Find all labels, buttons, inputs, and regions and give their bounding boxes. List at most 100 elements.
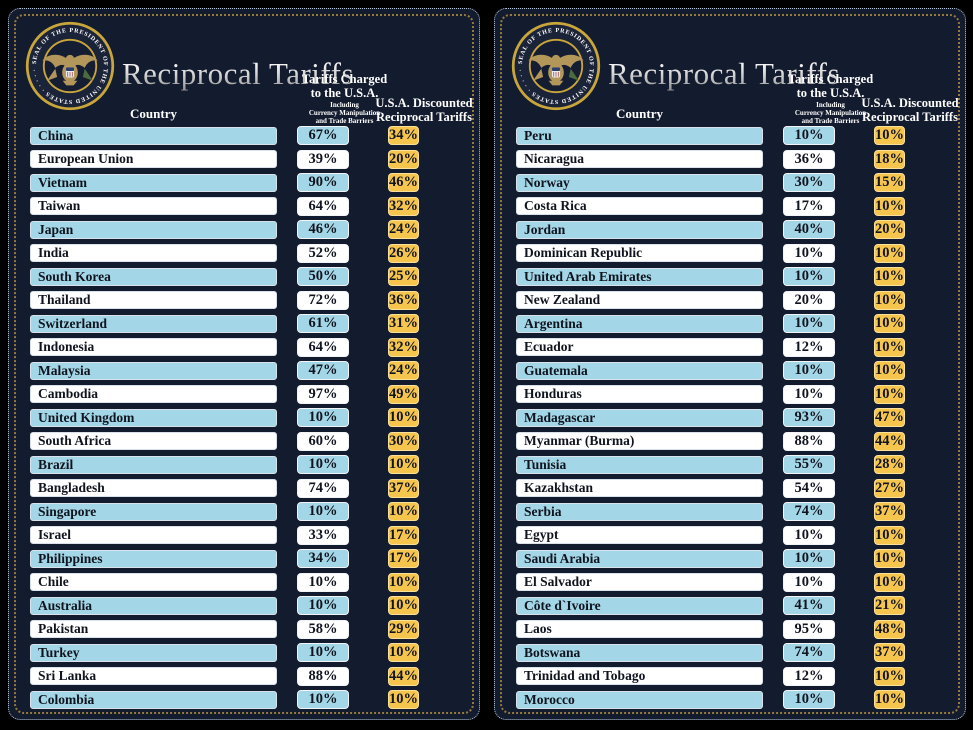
charged-header-line1: Tariffs Charged <box>301 72 388 86</box>
tariff-charged-cell: 40% <box>783 220 835 239</box>
tariff-discounted-cell: 10% <box>874 666 905 686</box>
tariff-discounted-cell: 18% <box>874 149 905 169</box>
table-row: Malaysia 47% 24% <box>30 361 480 380</box>
charged-sub-line2: Currency Manipulation <box>308 109 381 118</box>
tariff-charged-cell: 39% <box>297 149 349 169</box>
charged-sub-line1: Including <box>330 101 359 109</box>
tariff-charged-cell: 10% <box>783 126 835 145</box>
table-row: European Union 39% 20% <box>30 149 480 169</box>
table-row: Peru 10% 10% <box>516 126 966 145</box>
tariff-discounted-cell: 29% <box>388 619 419 639</box>
charged-sub-line2: Currency Manipulation <box>794 109 867 118</box>
table-row: Thailand 72% 36% <box>30 290 480 310</box>
tariff-charged-cell: 10% <box>297 572 349 592</box>
country-cell: Switzerland <box>30 314 277 333</box>
charged-header-line2: to the U.S.A. <box>796 86 865 100</box>
charged-sub-line1: Including <box>816 101 845 109</box>
tariff-charged-cell: 12% <box>783 666 835 686</box>
country-cell: Thailand <box>30 291 277 309</box>
table-row: Tunisia 55% 28% <box>516 455 966 474</box>
country-cell: Costa Rica <box>516 197 763 215</box>
table-row: United Arab Emirates 10% 10% <box>516 267 966 286</box>
discounted-header-line2: Reciprocal Tariffs <box>376 110 472 124</box>
tariff-discounted-cell: 10% <box>388 690 419 709</box>
country-cell: El Salvador <box>516 573 763 591</box>
tariff-charged-cell: 10% <box>297 502 349 521</box>
country-cell: Pakistan <box>30 620 277 638</box>
table-row: Saudi Arabia 10% 10% <box>516 549 966 568</box>
tariff-discounted-cell: 10% <box>388 643 419 662</box>
country-cell: Honduras <box>516 385 763 403</box>
table-row: Ecuador 12% 10% <box>516 337 966 357</box>
table-row: Cambodia 97% 49% <box>30 384 480 404</box>
table-row: Egypt 10% 10% <box>516 525 966 545</box>
tariff-charged-cell: 10% <box>783 243 835 263</box>
tariff-charged-cell: 93% <box>783 408 835 427</box>
country-cell: New Zealand <box>516 291 763 309</box>
tariff-table-right: Peru 10% 10% Nicaragua 36% 18% Norway 30… <box>494 124 966 709</box>
tariff-discounted-cell: 28% <box>874 455 905 474</box>
tariff-discounted-cell: 48% <box>874 619 905 639</box>
tariff-discounted-cell: 49% <box>388 384 419 404</box>
table-row: Laos 95% 48% <box>516 619 966 639</box>
tariff-discounted-cell: 10% <box>388 572 419 592</box>
table-row: South Africa 60% 30% <box>30 431 480 451</box>
country-cell: Israel <box>30 526 277 544</box>
charged-sub-line3: and Trade Barriers <box>801 117 860 126</box>
country-cell: Laos <box>516 620 763 638</box>
tariff-charged-cell: 58% <box>297 619 349 639</box>
table-row: Vietnam 90% 46% <box>30 173 480 192</box>
tariff-discounted-cell: 10% <box>874 290 905 310</box>
country-cell: Malaysia <box>30 361 277 380</box>
table-row: Côte d`Ivoire 41% 21% <box>516 596 966 615</box>
tariff-charged-cell: 41% <box>783 596 835 615</box>
tariff-discounted-cell: 10% <box>874 384 905 404</box>
column-header-country: Country <box>616 106 663 121</box>
tariff-charged-cell: 10% <box>783 525 835 545</box>
country-cell: Argentina <box>516 314 763 333</box>
tariff-charged-cell: 50% <box>297 267 349 286</box>
tariff-charged-cell: 10% <box>783 572 835 592</box>
table-row: Chile 10% 10% <box>30 572 480 592</box>
country-cell: South Korea <box>30 267 277 286</box>
tariff-discounted-cell: 10% <box>874 337 905 357</box>
tariff-discounted-cell: 10% <box>388 502 419 521</box>
table-row: Myanmar (Burma) 88% 44% <box>516 431 966 451</box>
country-cell: Cambodia <box>30 385 277 403</box>
tariff-charged-cell: 46% <box>297 220 349 239</box>
column-header-country: Country <box>130 106 177 121</box>
table-row: Switzerland 61% 31% <box>30 314 480 333</box>
country-cell: Serbia <box>516 502 763 521</box>
table-row: Sri Lanka 88% 44% <box>30 666 480 686</box>
country-cell: Bangladesh <box>30 479 277 497</box>
charged-header-subtext: Including Currency Manipulation and Trad… <box>758 101 903 125</box>
tariff-table-left: China 67% 34% European Union 39% 20% Vie… <box>8 124 480 709</box>
tariff-charged-cell: 64% <box>297 196 349 216</box>
tariff-charged-cell: 54% <box>783 478 835 498</box>
table-row: Israel 33% 17% <box>30 525 480 545</box>
tariff-charged-cell: 47% <box>297 361 349 380</box>
tariff-discounted-cell: 10% <box>388 408 419 427</box>
table-row: El Salvador 10% 10% <box>516 572 966 592</box>
tariff-discounted-cell: 37% <box>874 643 905 662</box>
tariff-discounted-cell: 34% <box>388 126 419 145</box>
country-cell: Norway <box>516 173 763 192</box>
country-cell: Japan <box>30 220 277 239</box>
column-header-discounted: U.S.A. Discounted Reciprocal Tariffs <box>360 96 488 124</box>
table-row: Pakistan 58% 29% <box>30 619 480 639</box>
country-cell: United Kingdom <box>30 408 277 427</box>
table-row: Nicaragua 36% 18% <box>516 149 966 169</box>
country-cell: Côte d`Ivoire <box>516 596 763 615</box>
country-cell: Sri Lanka <box>30 667 277 685</box>
tariff-charged-cell: 74% <box>783 643 835 662</box>
table-row: Kazakhstan 54% 27% <box>516 478 966 498</box>
table-row: Honduras 10% 10% <box>516 384 966 404</box>
country-cell: Guatemala <box>516 361 763 380</box>
column-header-charged: Tariffs Charged to the U.S.A. Including … <box>758 72 903 125</box>
country-cell: Nicaragua <box>516 150 763 168</box>
tariff-charged-cell: 67% <box>297 126 349 145</box>
tariff-charged-cell: 34% <box>297 549 349 568</box>
country-cell: Botswana <box>516 643 763 662</box>
eagle-emblem <box>42 54 98 86</box>
discounted-header-line1: U.S.A. Discounted <box>861 96 959 110</box>
